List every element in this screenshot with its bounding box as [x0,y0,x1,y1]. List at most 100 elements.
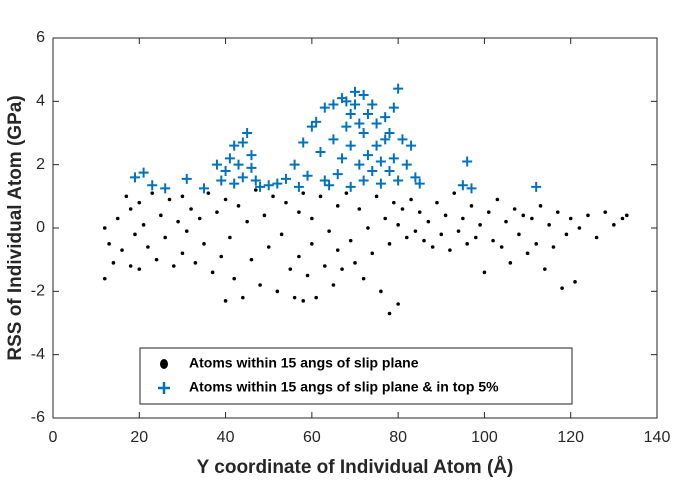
point [384,166,395,176]
point [358,90,369,100]
point [150,191,155,195]
point [362,109,373,119]
point [215,210,219,214]
x-tick-label: 100 [471,429,498,446]
point [288,267,293,271]
point [107,242,111,246]
x-tick-label: 40 [217,429,235,446]
point [409,197,413,202]
point [625,213,629,218]
point [465,242,469,246]
point [603,210,608,214]
point [400,207,405,211]
point [328,134,339,145]
point [525,251,530,256]
point [357,207,362,211]
point [367,166,378,176]
point [375,178,386,189]
point [573,280,577,284]
point [534,242,538,246]
legend-marker [160,359,168,369]
point [216,175,227,186]
point [345,140,356,151]
point [512,207,517,211]
point [499,245,504,249]
point [202,242,206,246]
point [250,175,261,186]
point [361,276,366,281]
point [263,180,274,191]
point [560,286,564,290]
point [531,181,542,192]
point [241,295,245,300]
point [255,181,266,192]
point [220,166,231,176]
point [167,197,172,202]
point [341,96,352,107]
point [232,276,236,281]
point [176,219,180,224]
point [452,191,457,195]
point [413,229,418,233]
point [551,245,556,249]
point [324,180,335,191]
point [543,267,547,271]
point [301,191,306,195]
point [612,223,616,227]
point [249,257,254,262]
point [314,295,318,300]
point [491,238,495,243]
x-tick-label: 80 [389,429,407,446]
x-tick-label: 60 [303,429,321,446]
point [586,213,590,218]
point [237,137,248,148]
point [404,235,409,240]
point [354,159,365,170]
point [344,191,349,195]
axes-box [52,37,658,419]
point [393,83,404,94]
point [253,188,258,192]
point [374,194,379,199]
point [366,226,370,230]
point [388,153,399,164]
point [275,289,280,294]
point [478,223,482,227]
point [211,159,222,170]
point [327,229,331,233]
point [555,210,560,214]
point [426,219,431,224]
y-axis-label: RSS of Individual Atom (GPa) [5,95,26,360]
point [292,295,297,300]
point [210,270,215,275]
y-tick-label: 6 [36,29,45,46]
point [568,216,573,221]
point [380,134,391,145]
x-tick-label: 120 [557,429,584,446]
point [353,261,357,265]
point [564,232,569,237]
point [246,162,257,173]
point [577,226,582,230]
point [414,178,425,189]
point [172,264,176,268]
point [189,207,193,211]
point [387,311,392,316]
point [197,216,202,221]
point [298,137,309,148]
point [246,150,257,161]
point [302,170,313,181]
x-tick-label: 0 [49,429,58,446]
point [345,109,356,119]
point [181,173,192,184]
point [388,102,399,113]
point [111,261,116,265]
point [538,204,543,208]
point [228,235,232,240]
point [379,289,383,294]
point [517,232,521,237]
y-tick-label: -6 [31,409,45,426]
point [137,200,142,205]
point [272,178,283,189]
legend-label: Atoms within 15 angs of slip plane [189,355,419,371]
